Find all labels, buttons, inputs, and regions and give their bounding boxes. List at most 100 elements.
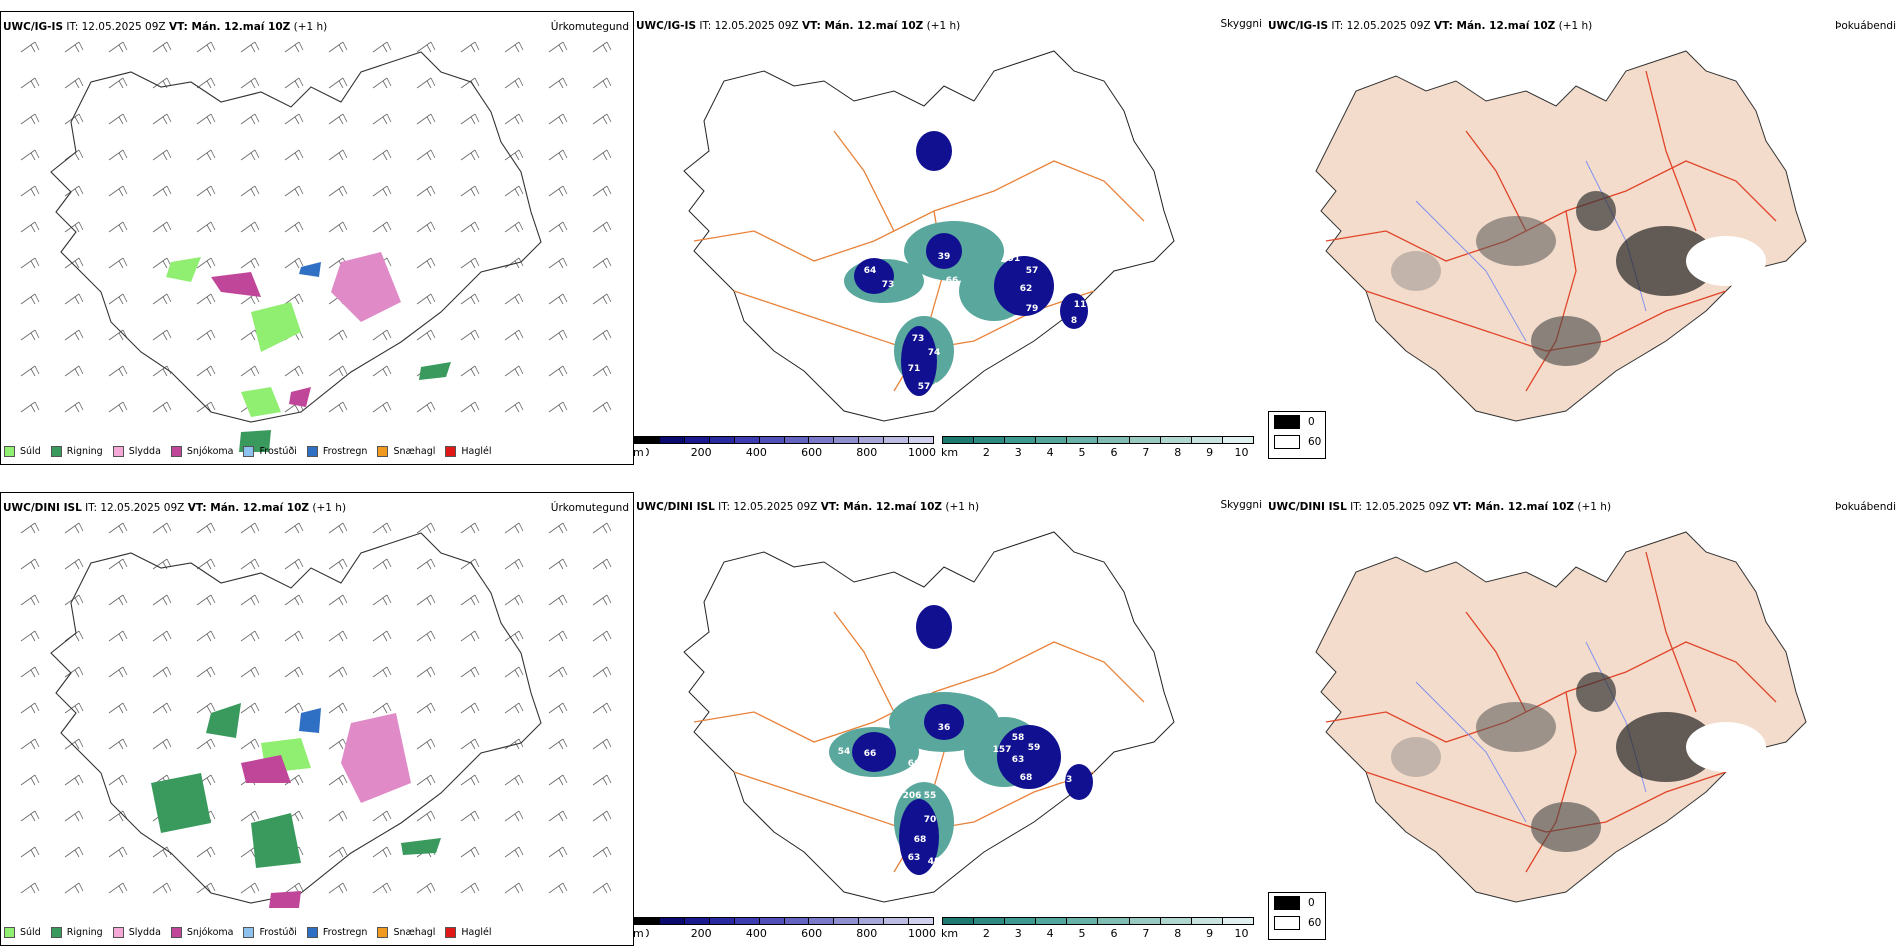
precip-map bbox=[20, 41, 612, 452]
fog-map bbox=[1315, 531, 1807, 903]
wind-barb bbox=[240, 666, 260, 678]
wind-barb bbox=[152, 630, 172, 642]
panel-title: Skyggni bbox=[1220, 18, 1263, 30]
wind-barb bbox=[592, 113, 612, 125]
wind-barb bbox=[196, 185, 216, 197]
wind-barb bbox=[460, 329, 480, 341]
legend-swatch bbox=[4, 926, 15, 938]
wind-barb bbox=[592, 522, 612, 534]
wind-barb bbox=[416, 882, 436, 894]
wind-barb bbox=[108, 257, 128, 269]
legend-item: Haglél bbox=[445, 445, 492, 457]
cloud-base-colorbar: 0 200 400 600 800 1000 m bbox=[634, 917, 936, 943]
colorbar-tick: 3 bbox=[1014, 446, 1022, 459]
cloud-base-unit: m bbox=[634, 927, 646, 940]
wind-barb bbox=[504, 365, 524, 377]
wind-barb bbox=[592, 882, 612, 894]
wind-barb bbox=[504, 522, 524, 534]
colorbar-cell bbox=[943, 918, 975, 924]
colorbar-tick: 7 bbox=[1142, 927, 1150, 940]
fog-legend-row: 60 bbox=[1269, 913, 1325, 933]
wind-barb bbox=[196, 221, 216, 233]
colorbar-cell bbox=[884, 437, 910, 443]
visibility-colorbar: 12345678910 km bbox=[941, 917, 1254, 943]
legend-label: Frostúði bbox=[259, 445, 297, 457]
legend-swatch bbox=[306, 926, 318, 938]
wind-barb bbox=[504, 666, 524, 678]
visibility-value-label: 62 bbox=[1020, 284, 1033, 294]
wind-barb bbox=[372, 810, 392, 822]
wind-barb bbox=[460, 401, 480, 413]
wind-barb bbox=[416, 41, 436, 53]
wind-barb bbox=[284, 666, 304, 678]
wind-barb bbox=[152, 666, 172, 678]
legend-swatch bbox=[243, 445, 255, 457]
colorbar-tick: 9 bbox=[1206, 446, 1214, 459]
fog-panel-bottom: UWC/DINI ISL IT: 12.05.2025 09Z VT: Mán.… bbox=[1266, 492, 1900, 946]
visibility-value-label: 70 bbox=[924, 815, 937, 825]
wind-barb bbox=[372, 77, 392, 89]
wind-barb bbox=[504, 774, 524, 786]
legend-label: Snjókoma bbox=[186, 926, 234, 938]
lead-time: (+1 h) bbox=[1555, 20, 1593, 32]
wind-barb bbox=[20, 113, 40, 125]
visibility-value-label: 11 bbox=[1074, 300, 1087, 310]
legend-swatch bbox=[445, 926, 457, 938]
colorbar-tick: 3 bbox=[1014, 927, 1022, 940]
wind-barb bbox=[416, 221, 436, 233]
fog-legend-label: 60 bbox=[1308, 436, 1322, 448]
wind-barb bbox=[416, 113, 436, 125]
wind-barb bbox=[152, 558, 172, 570]
wind-barb bbox=[460, 702, 480, 714]
wind-barb bbox=[64, 401, 84, 413]
wind-barb bbox=[152, 221, 172, 233]
wind-barb bbox=[108, 702, 128, 714]
wind-barb bbox=[108, 594, 128, 606]
wind-barb bbox=[416, 594, 436, 606]
legend-swatch bbox=[243, 926, 255, 938]
wind-barb bbox=[548, 810, 568, 822]
visibility-unit: km bbox=[941, 446, 961, 459]
colorbar-cell bbox=[909, 437, 934, 443]
wind-barb bbox=[328, 522, 348, 534]
legend-label: Snjókoma bbox=[186, 445, 234, 457]
wind-barb bbox=[240, 882, 260, 894]
wind-barb bbox=[548, 113, 568, 125]
colorbar-cell bbox=[943, 437, 975, 443]
wind-barb bbox=[152, 401, 172, 413]
legend-swatch bbox=[377, 445, 389, 457]
wind-barb bbox=[548, 149, 568, 161]
visibility-value-label: 59 bbox=[1028, 743, 1041, 753]
wind-barb bbox=[416, 293, 436, 305]
precip-type-panel-top: UWC/IG-IS IT: 12.05.2025 09Z VT: Mán. 12… bbox=[0, 11, 634, 465]
wind-barb bbox=[20, 41, 40, 53]
fog-swatch bbox=[1274, 435, 1300, 449]
colorbar-tick: 600 bbox=[801, 927, 823, 940]
wind-barb bbox=[328, 365, 348, 377]
wind-barb bbox=[328, 630, 348, 642]
colorbar-cell bbox=[859, 437, 885, 443]
wind-barb bbox=[20, 738, 40, 750]
colorbar-cell bbox=[974, 437, 1006, 443]
visibility-value-label: 73 bbox=[912, 334, 925, 344]
wind-barb bbox=[196, 666, 216, 678]
wind-barb bbox=[328, 666, 348, 678]
wind-barb bbox=[328, 846, 348, 858]
valid-time: VT: Mán. 12.maí 10Z bbox=[187, 502, 310, 514]
lead-time: (+1 h) bbox=[923, 20, 961, 32]
fog-panel-top: UWC/IG-IS IT: 12.05.2025 09Z VT: Mán. 12… bbox=[1266, 11, 1900, 465]
wind-barb bbox=[328, 185, 348, 197]
visibility-panel-top: UWC/IG-IS IT: 12.05.2025 09Z VT: Mán. 12… bbox=[634, 11, 1266, 465]
panel-header: UWC/IG-IS IT: 12.05.2025 09Z VT: Mán. 12… bbox=[3, 20, 327, 34]
lead-time: (+1 h) bbox=[1574, 501, 1612, 513]
wind-barb bbox=[416, 630, 436, 642]
wind-barb bbox=[504, 41, 524, 53]
wind-barb bbox=[592, 774, 612, 786]
wind-barb bbox=[504, 293, 524, 305]
wind-barb bbox=[20, 257, 40, 269]
wind-barb bbox=[592, 257, 612, 269]
colorbar-cell bbox=[1129, 918, 1161, 924]
wind-barb bbox=[108, 77, 128, 89]
wind-barb bbox=[504, 329, 524, 341]
